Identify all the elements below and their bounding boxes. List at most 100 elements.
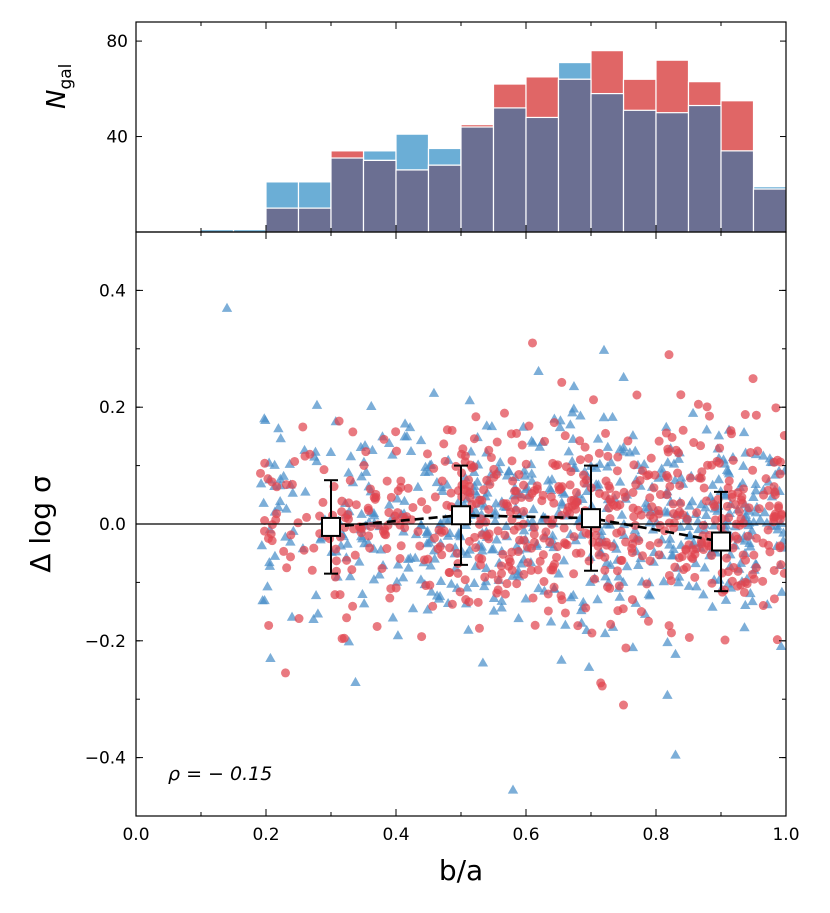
scatter-point-red bbox=[749, 550, 759, 560]
scatter-point-blue bbox=[639, 459, 650, 469]
scatter-point-blue bbox=[264, 557, 275, 567]
scatter-point-red bbox=[260, 526, 270, 536]
scatter-point-blue bbox=[518, 525, 530, 535]
scatter-point-red bbox=[710, 502, 720, 512]
scatter-point-red bbox=[519, 569, 529, 579]
scatter-point-red bbox=[601, 476, 611, 486]
scatter-point-red bbox=[696, 536, 706, 546]
scatter-point-red bbox=[607, 542, 617, 552]
scatter-point-red bbox=[694, 473, 704, 483]
scatter-point-blue bbox=[265, 652, 276, 662]
scatter-point-red bbox=[382, 476, 392, 486]
scatter-point-red bbox=[500, 589, 510, 599]
scatter-point-red bbox=[715, 443, 725, 453]
scatter-point-blue bbox=[556, 654, 567, 664]
scatter-point-blue bbox=[345, 451, 357, 461]
scatter-panel: −0.4 −0.2 0.0 0.2 0.4 0.0 0.2 0.4 0.6 0.8 1.0 ρ = … bbox=[24, 231, 800, 887]
scatter-point-red bbox=[553, 542, 563, 552]
scatter-point-red bbox=[511, 505, 521, 515]
scatter-point-blue bbox=[643, 589, 654, 599]
scatter-point-blue bbox=[273, 423, 284, 433]
scatter-point-red bbox=[552, 552, 562, 562]
scatter-point-red bbox=[751, 563, 761, 573]
scatter-point-red bbox=[417, 497, 427, 507]
scatter-point-blue bbox=[592, 433, 604, 443]
scatter-point-blue bbox=[748, 491, 759, 501]
scatter-point-blue bbox=[278, 470, 289, 480]
scatter-point-red bbox=[627, 595, 637, 605]
scatter-point-red bbox=[379, 434, 389, 444]
scatter-point-blue bbox=[356, 508, 367, 518]
scatter-point-blue bbox=[616, 509, 628, 519]
scatter-point-red bbox=[631, 480, 641, 490]
scatter-point-blue bbox=[775, 640, 786, 651]
scatter-point-red bbox=[549, 582, 559, 592]
scatter-point-blue bbox=[662, 689, 673, 699]
scatter-point-red bbox=[581, 475, 591, 485]
scatter-point-red bbox=[671, 445, 681, 455]
scatter-point-red bbox=[415, 541, 425, 551]
scatter-point-red bbox=[565, 480, 575, 490]
scatter-point-blue bbox=[260, 414, 271, 425]
scatter-point-red bbox=[679, 565, 689, 575]
scatter-point-red bbox=[492, 588, 502, 598]
scatter-point-red bbox=[435, 542, 445, 552]
scatter-point-blue bbox=[359, 440, 371, 450]
scatter-point-red bbox=[605, 484, 615, 494]
scatter-point-red bbox=[512, 579, 522, 589]
scatter-point-blue bbox=[527, 437, 539, 447]
scatter-point-red bbox=[502, 579, 512, 589]
scatter-point-blue bbox=[750, 478, 761, 488]
scatter-point-blue bbox=[262, 581, 273, 591]
scatter-point-red bbox=[629, 460, 639, 470]
scatter-point-red bbox=[605, 495, 615, 505]
scatter-point-blue bbox=[401, 431, 413, 441]
scatter-point-blue bbox=[434, 591, 446, 601]
scatter-point-red bbox=[628, 503, 638, 513]
binned-marker bbox=[711, 531, 731, 552]
scatter-point-red bbox=[645, 540, 655, 550]
scatter-point-blue bbox=[673, 453, 684, 463]
scatter-point-red bbox=[594, 488, 604, 498]
hist-bar-overlap bbox=[687, 104, 722, 233]
hist-bar-overlap bbox=[752, 188, 787, 233]
scatter-point-blue bbox=[662, 457, 673, 467]
scatter-point-blue bbox=[598, 344, 610, 354]
scatter-point-blue bbox=[488, 605, 500, 615]
scatter-point-red bbox=[769, 594, 779, 604]
scatter-point-red bbox=[286, 530, 296, 540]
scatter-point-red bbox=[464, 536, 474, 546]
scatter-point-red bbox=[758, 538, 768, 548]
scatter-point-red bbox=[365, 543, 375, 553]
scatter-point-red bbox=[406, 515, 416, 525]
scatter-point-blue bbox=[421, 538, 433, 548]
scatter-point-red bbox=[359, 460, 369, 470]
scatter-point-red bbox=[638, 551, 648, 561]
scatter-point-red bbox=[628, 488, 638, 498]
scatter-point-blue bbox=[441, 479, 453, 489]
scatter-point-red bbox=[690, 572, 700, 582]
scatter-point-blue bbox=[477, 545, 488, 555]
scatter-point-red bbox=[464, 481, 474, 491]
scatter-point-blue bbox=[281, 503, 292, 513]
binned-means bbox=[321, 464, 731, 593]
scatter-point-red bbox=[396, 541, 406, 551]
scatter-point-blue bbox=[566, 455, 578, 466]
scatter-point-blue bbox=[602, 461, 613, 471]
scatter-point-blue bbox=[690, 558, 701, 568]
scatter-point-blue bbox=[404, 422, 416, 432]
scatter-point-blue bbox=[308, 613, 319, 623]
scatter-point-red bbox=[351, 500, 361, 510]
scatter-point-blue bbox=[720, 594, 732, 604]
scatter-point-red bbox=[554, 482, 564, 492]
scatter-point-blue bbox=[354, 556, 365, 566]
scatter-point-red bbox=[654, 550, 664, 560]
scatter-point-blue bbox=[405, 445, 417, 456]
scatter-point-red bbox=[437, 550, 447, 560]
scatter-point-red bbox=[769, 457, 779, 467]
y-axis-label: Δ log σ bbox=[24, 475, 57, 572]
scatter-point-red bbox=[260, 458, 270, 468]
scatter-point-red bbox=[646, 453, 656, 463]
scatter-point-red bbox=[594, 550, 604, 560]
scatter-point-blue bbox=[683, 530, 695, 540]
